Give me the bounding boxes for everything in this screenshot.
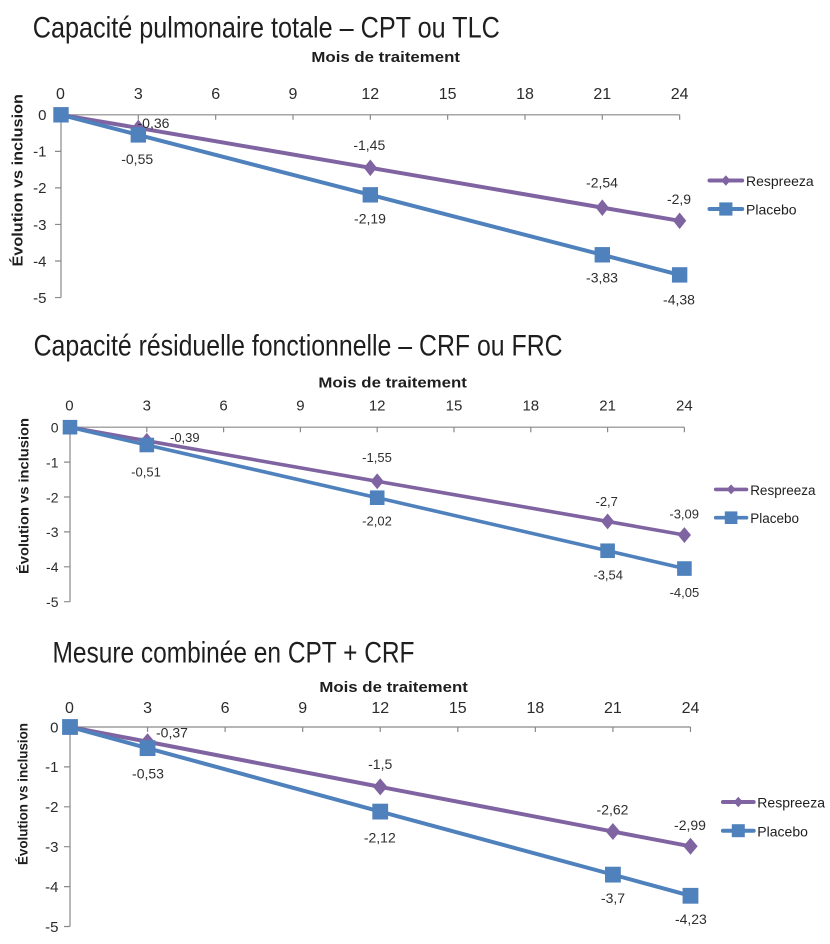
svg-text:Évolution vs inclusion: Évolution vs inclusion (16, 723, 31, 865)
svg-text:-5: -5 (46, 594, 59, 610)
svg-text:-2,19: -2,19 (354, 211, 386, 227)
svg-text:24: 24 (682, 700, 700, 717)
svg-text:0: 0 (38, 107, 46, 124)
svg-text:-1: -1 (45, 759, 58, 776)
svg-text:6: 6 (211, 86, 220, 103)
svg-text:-2: -2 (45, 799, 58, 816)
svg-text:15: 15 (446, 398, 463, 415)
svg-text:-0,36: -0,36 (138, 115, 170, 131)
svg-text:6: 6 (219, 398, 227, 415)
svg-text:15: 15 (439, 86, 457, 103)
svg-text:-2,54: -2,54 (586, 174, 618, 190)
svg-text:24: 24 (671, 86, 689, 103)
svg-text:9: 9 (298, 700, 307, 717)
svg-text:Placebo: Placebo (757, 823, 808, 839)
svg-text:Capacité pulmonaire totale – C: Capacité pulmonaire totale – CPT ou TLC (33, 12, 500, 45)
svg-text:-0,55: -0,55 (121, 151, 153, 167)
svg-text:6: 6 (221, 700, 230, 717)
svg-text:-0,51: -0,51 (131, 465, 161, 480)
svg-text:3: 3 (134, 86, 143, 103)
svg-text:24: 24 (676, 398, 693, 415)
svg-text:-4: -4 (46, 559, 59, 575)
svg-text:Capacité résiduelle fonctionne: Capacité résiduelle fonctionnelle – CRF … (34, 329, 563, 362)
svg-text:-3,7: -3,7 (601, 890, 625, 906)
svg-text:-0,37: -0,37 (156, 725, 188, 741)
svg-text:21: 21 (604, 700, 622, 717)
svg-text:-3: -3 (46, 524, 59, 540)
svg-text:-4: -4 (33, 253, 46, 270)
svg-text:-0,53: -0,53 (132, 766, 164, 782)
svg-text:Mois de traitement: Mois de traitement (319, 679, 468, 696)
svg-text:-2,02: -2,02 (362, 514, 392, 529)
svg-text:-4,05: -4,05 (670, 585, 700, 600)
svg-text:Mois de traitement: Mois de traitement (318, 375, 467, 392)
svg-text:Évolution vs inclusion: Évolution vs inclusion (16, 418, 32, 574)
svg-text:-4,38: -4,38 (663, 291, 695, 307)
svg-text:-3: -3 (45, 839, 58, 856)
svg-text:-0,39: -0,39 (170, 430, 200, 445)
svg-text:-2,9: -2,9 (667, 191, 691, 207)
svg-text:-2,7: -2,7 (595, 494, 617, 509)
svg-text:0: 0 (56, 86, 65, 103)
svg-text:-2,99: -2,99 (674, 817, 706, 833)
svg-text:-5: -5 (33, 290, 46, 307)
svg-text:Respreeza: Respreeza (757, 795, 825, 811)
svg-text:18: 18 (522, 398, 539, 415)
svg-text:9: 9 (296, 398, 304, 415)
svg-text:15: 15 (449, 700, 467, 717)
svg-text:-3,54: -3,54 (593, 568, 623, 583)
svg-text:-5: -5 (45, 919, 58, 936)
svg-text:-1,5: -1,5 (368, 756, 392, 772)
svg-text:-4: -4 (45, 879, 58, 896)
svg-text:-1,45: -1,45 (353, 137, 385, 153)
svg-text:21: 21 (599, 398, 616, 415)
svg-text:-2: -2 (46, 489, 59, 505)
svg-text:-1: -1 (33, 144, 46, 161)
svg-text:-2,62: -2,62 (597, 802, 629, 818)
svg-text:21: 21 (593, 86, 611, 103)
svg-text:Respreeza: Respreeza (746, 173, 814, 189)
svg-text:18: 18 (526, 700, 544, 717)
svg-text:0: 0 (65, 398, 73, 415)
svg-text:-3: -3 (33, 217, 46, 234)
svg-text:0: 0 (65, 700, 74, 717)
svg-text:Placebo: Placebo (750, 511, 799, 526)
svg-text:0: 0 (50, 719, 58, 736)
svg-text:-2,12: -2,12 (364, 830, 396, 846)
svg-text:3: 3 (143, 700, 152, 717)
svg-text:3: 3 (143, 398, 151, 415)
svg-text:18: 18 (516, 86, 534, 103)
svg-text:9: 9 (289, 86, 298, 103)
svg-text:Mois de traitement: Mois de traitement (311, 49, 460, 66)
svg-text:-1: -1 (46, 454, 59, 470)
svg-text:12: 12 (369, 398, 386, 415)
svg-text:-3,09: -3,09 (669, 507, 699, 522)
svg-text:-4,23: -4,23 (675, 911, 707, 927)
svg-text:Évolution vs inclusion: Évolution vs inclusion (10, 94, 27, 266)
svg-text:Respreeza: Respreeza (750, 483, 816, 498)
svg-text:-2: -2 (33, 180, 46, 197)
svg-text:0: 0 (51, 420, 59, 436)
svg-text:-1,55: -1,55 (362, 450, 392, 465)
svg-text:-3,83: -3,83 (586, 269, 618, 285)
svg-text:Mesure combinée en CPT + CRF: Mesure combinée en CPT + CRF (53, 636, 415, 669)
svg-text:12: 12 (371, 700, 389, 717)
svg-text:Placebo: Placebo (746, 202, 797, 218)
svg-text:12: 12 (361, 86, 379, 103)
